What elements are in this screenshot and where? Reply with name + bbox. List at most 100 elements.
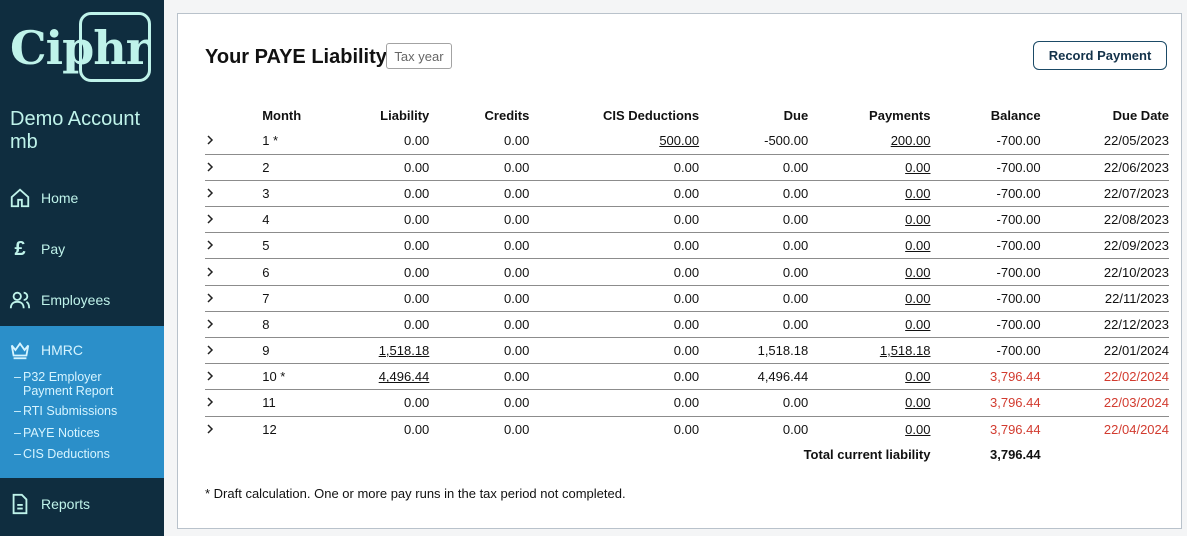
- credits-cell: 0.00: [429, 128, 530, 155]
- liability-cell[interactable]: 4,496.44: [348, 363, 430, 391]
- col-liability: Liability: [380, 107, 430, 123]
- payments-cell[interactable]: 0.00: [808, 180, 931, 208]
- balance-cell: 3,796.44: [990, 421, 1041, 437]
- col-balance: Balance: [990, 107, 1041, 123]
- expand-row-button[interactable]: [205, 232, 228, 260]
- month-cell: 8: [227, 311, 349, 339]
- cis-cell: 0.00: [529, 311, 700, 339]
- due-date-cell: 22/05/2023: [1040, 128, 1169, 155]
- credits-cell: 0.00: [429, 258, 530, 286]
- payments-cell[interactable]: 0.00: [808, 389, 931, 417]
- payments-cell[interactable]: 0.00: [808, 285, 931, 312]
- nav-employees-label: Employees: [41, 292, 111, 308]
- cis-cell: 0.00: [529, 180, 700, 208]
- credits-cell: 0.00: [429, 337, 530, 365]
- nav-hmrc[interactable]: HMRC: [0, 330, 164, 370]
- liability-cell: 0.00: [348, 258, 430, 286]
- cis-cell: 0.00: [529, 154, 700, 181]
- expand-row-button[interactable]: [205, 416, 227, 442]
- table-row[interactable]: 12 0.00 0.00 0.00 0.00 0.00 3,796.44 22/04/2024: [205, 416, 1169, 442]
- balance-cell: -700.00: [930, 285, 1041, 312]
- table-row[interactable]: 5 0.00 0.00 0.00 0.00 0.00 -700.00 22/09/2023: [205, 232, 1169, 260]
- due-date-cell: 22/11/2023: [1040, 285, 1169, 312]
- expand-row-button[interactable]: [205, 180, 228, 208]
- due-date-cell: 22/12/2023: [1040, 311, 1169, 339]
- col-credits: Credits: [484, 107, 530, 123]
- due-cell: -500.00: [699, 128, 809, 155]
- nav-reports[interactable]: Reports: [0, 484, 164, 524]
- table-row[interactable]: 7 0.00 0.00 0.00 0.00 0.00 -700.00 22/11/2023: [205, 285, 1169, 312]
- record-payment-button[interactable]: Record Payment: [1033, 41, 1167, 70]
- expand-row-button[interactable]: [205, 154, 228, 181]
- total-value: 3,796.44: [990, 446, 1041, 462]
- chevron-right-icon: [207, 162, 214, 172]
- table-row[interactable]: 3 0.00 0.00 0.00 0.00 0.00 -700.00 22/07/2023: [205, 180, 1169, 208]
- table-row[interactable]: 11 0.00 0.00 0.00 0.00 0.00 3,796.44 22/03/2024: [205, 389, 1169, 417]
- expand-row-button[interactable]: [205, 285, 228, 312]
- expand-row-button[interactable]: [205, 206, 228, 234]
- expand-row-button[interactable]: [205, 363, 228, 391]
- nav-pay[interactable]: £ Pay: [0, 229, 164, 269]
- expand-row-button[interactable]: [205, 311, 228, 339]
- payments-cell[interactable]: 0.00: [808, 258, 931, 286]
- col-month: Month: [262, 107, 302, 123]
- credits-cell: 0.00: [504, 421, 530, 437]
- table-row[interactable]: 8 0.00 0.00 0.00 0.00 0.00 -700.00 22/12/2023: [205, 311, 1169, 339]
- balance-cell: -700.00: [930, 258, 1041, 286]
- sub-cis-deductions[interactable]: – CIS Deductions: [14, 447, 110, 461]
- month-cell: 11: [227, 389, 349, 417]
- hmrc-section: HMRC – P32 Employer Payment Report – RTI S…: [0, 326, 164, 478]
- due-cell: 4,496.44: [699, 363, 809, 391]
- liability-cell: 0.00: [348, 180, 430, 208]
- ciphr-logo[interactable]: Ciphr: [8, 12, 153, 84]
- account-name: Demo Account mb: [10, 108, 141, 153]
- credits-cell: 0.00: [429, 363, 530, 391]
- payments-cell[interactable]: 0.00: [808, 311, 931, 339]
- balance-cell: -700.00: [930, 128, 1041, 155]
- sidebar: Ciphr Demo Account mb Home £ Pay Employe…: [0, 0, 164, 536]
- due-date-cell: 22/08/2023: [1040, 206, 1169, 234]
- payments-cell[interactable]: 0.00: [905, 421, 931, 437]
- sub-rti-submissions[interactable]: – RTI Submissions: [14, 404, 118, 418]
- nav-employees[interactable]: Employees: [0, 280, 164, 320]
- table-row[interactable]: 4 0.00 0.00 0.00 0.00 0.00 -700.00 22/08/2023: [205, 206, 1169, 234]
- balance-cell: -700.00: [930, 232, 1041, 260]
- due-date-cell: 22/04/2024: [1103, 421, 1169, 437]
- chevron-right-icon: [207, 214, 214, 224]
- cis-cell: 0.00: [673, 421, 700, 437]
- tax-year-select[interactable]: Tax year: [386, 43, 452, 69]
- credits-cell: 0.00: [429, 180, 530, 208]
- expand-row-button[interactable]: [205, 128, 228, 155]
- expand-row-button[interactable]: [205, 258, 228, 286]
- due-cell: 0.00: [699, 154, 809, 181]
- due-date-cell: 22/07/2023: [1040, 180, 1169, 208]
- cis-cell: 0.00: [529, 363, 700, 391]
- expand-row-button[interactable]: [205, 389, 228, 417]
- nav-home[interactable]: Home: [0, 178, 164, 218]
- cis-cell[interactable]: 500.00: [529, 128, 700, 155]
- payments-cell[interactable]: 200.00: [808, 128, 931, 155]
- table-row[interactable]: 1 * 0.00 0.00 500.00 -500.00 200.00 -700.00 22/…: [205, 128, 1169, 155]
- sub-paye-notices[interactable]: – PAYE Notices: [14, 426, 100, 440]
- col-payments: Payments: [869, 107, 931, 123]
- liability-cell: 0.00: [348, 389, 430, 417]
- liability-cell[interactable]: 1,518.18: [348, 337, 430, 365]
- due-cell: 0.00: [782, 421, 809, 437]
- liability-cell: 0.00: [348, 285, 430, 312]
- payments-cell[interactable]: 0.00: [808, 232, 931, 260]
- due-date-cell: 22/10/2023: [1040, 258, 1169, 286]
- table-row[interactable]: 2 0.00 0.00 0.00 0.00 0.00 -700.00 22/06/2023: [205, 154, 1169, 181]
- month-cell: 3: [227, 180, 349, 208]
- payments-cell[interactable]: 1,518.18: [808, 337, 931, 365]
- logo-frame: [79, 12, 151, 82]
- sub-p32-report[interactable]: – P32 Employer Payment Report: [14, 370, 114, 398]
- payments-cell[interactable]: 0.00: [808, 206, 931, 234]
- expand-row-button[interactable]: [205, 337, 228, 365]
- payments-cell[interactable]: 0.00: [808, 154, 931, 181]
- draft-footnote: * Draft calculation. One or more pay run…: [205, 486, 626, 501]
- month-cell: 5: [227, 232, 349, 260]
- payments-cell[interactable]: 0.00: [808, 363, 931, 391]
- table-row[interactable]: 10 * 4,496.44 0.00 0.00 4,496.44 0.00 3,796.44…: [205, 363, 1169, 391]
- table-row[interactable]: 9 1,518.18 0.00 0.00 1,518.18 1,518.18 -700.00…: [205, 337, 1169, 365]
- table-row[interactable]: 6 0.00 0.00 0.00 0.00 0.00 -700.00 22/10/2023: [205, 258, 1169, 286]
